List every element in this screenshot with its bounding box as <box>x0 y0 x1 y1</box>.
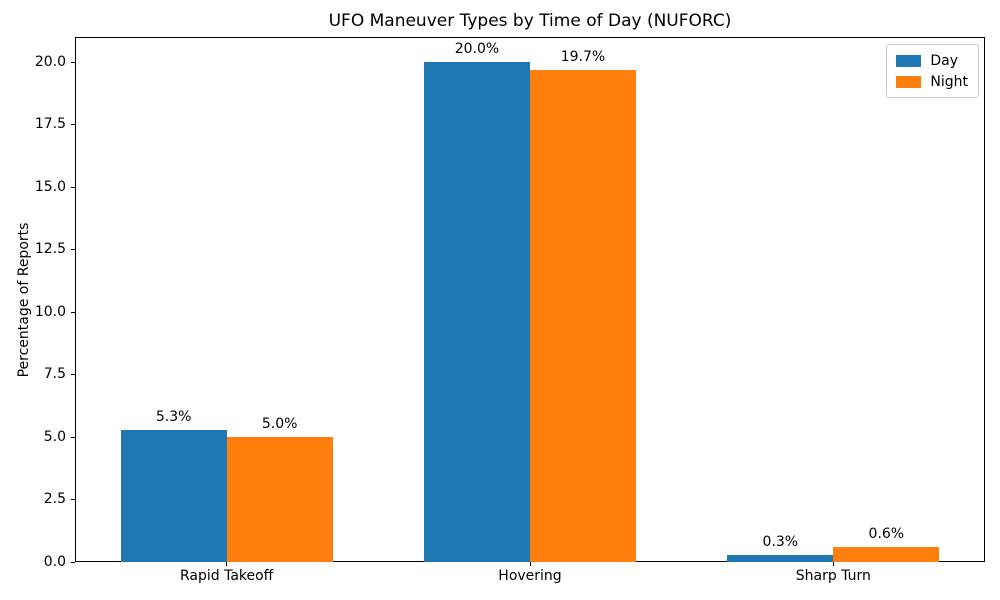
y-tick-label: 17.5 <box>34 116 66 132</box>
bar-day-rapid-takeoff <box>120 429 227 562</box>
legend-item-night: Night <box>896 71 968 92</box>
y-tick-mark <box>71 374 75 375</box>
legend-swatch-night <box>896 75 922 88</box>
y-tick-mark <box>71 561 75 563</box>
y-tick-label: 7.5 <box>43 366 66 382</box>
y-tick-mark <box>71 499 75 500</box>
x-tick-label: Hovering <box>498 568 562 584</box>
x-tick-label: Rapid Takeoff <box>179 568 274 584</box>
y-tick-label: 15.0 <box>34 178 66 195</box>
y-tick-mark <box>71 61 75 63</box>
bar-night-hovering <box>530 69 636 562</box>
legend-label: Day <box>930 52 959 69</box>
bar-night-sharp-turn <box>833 547 940 562</box>
legend: Day Night <box>886 44 979 98</box>
bar-value-label: 0.3% <box>762 533 799 550</box>
y-tick-mark <box>71 311 75 313</box>
x-tick-mark <box>529 562 531 566</box>
bar-value-label: 19.7% <box>560 48 606 65</box>
x-tick-mark <box>226 562 228 566</box>
x-tick-mark <box>832 562 834 566</box>
x-tick-label: Sharp Turn <box>795 568 871 584</box>
y-tick-label: 0.0 <box>43 553 66 570</box>
bar-day-sharp-turn <box>727 554 834 562</box>
bar-value-label: 0.6% <box>868 526 905 542</box>
chart-title: UFO Maneuver Types by Time of Day (NUFOR… <box>328 11 732 31</box>
bar-value-label: 20.0% <box>454 41 500 57</box>
legend-swatch-day <box>896 54 922 67</box>
y-tick-label: 10.0 <box>34 303 66 320</box>
y-tick-label: 12.5 <box>34 241 66 257</box>
bar-value-label: 5.0% <box>261 416 298 432</box>
y-tick-label: 20.0 <box>34 53 66 70</box>
y-tick-mark <box>71 124 75 125</box>
y-tick-mark <box>71 249 75 250</box>
bar-value-label: 5.3% <box>155 408 192 425</box>
y-tick-mark <box>71 186 75 188</box>
y-tick-label: 2.5 <box>43 491 66 507</box>
legend-label: Night <box>930 73 968 90</box>
y-tick-label: 5.0 <box>43 428 66 445</box>
y-tick-mark <box>71 436 75 438</box>
legend-item-day: Day <box>896 50 968 71</box>
bar-night-rapid-takeoff <box>226 437 333 562</box>
bar-day-hovering <box>424 62 530 562</box>
